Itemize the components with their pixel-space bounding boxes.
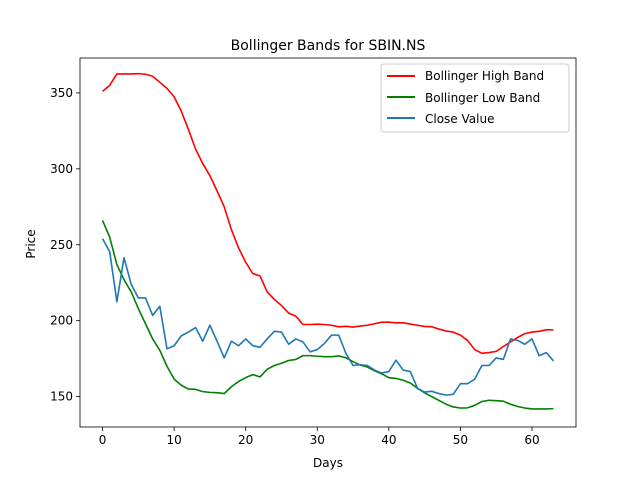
- legend-box: [380, 63, 570, 133]
- x-axis-label: Days: [313, 456, 343, 470]
- legend: Bollinger High Band Bollinger Low Band C…: [380, 63, 570, 133]
- y-tick-label: 150: [50, 390, 73, 404]
- y-tick-label: 300: [50, 162, 73, 176]
- y-tick-label: 350: [50, 86, 73, 100]
- x-tick-label: 0: [99, 433, 107, 447]
- x-tick-label: 40: [381, 433, 396, 447]
- x-tick-label: 20: [238, 433, 253, 447]
- legend-label-low-band: Bollinger Low Band: [425, 91, 540, 105]
- x-axis-ticks: 0 10 20 30 40 50 60: [99, 427, 540, 447]
- y-axis-label: Price: [24, 229, 38, 258]
- y-axis-ticks: 150 200 250 300 350: [50, 86, 80, 404]
- chart-title: Bollinger Bands for SBIN.NS: [231, 38, 426, 54]
- y-tick-label: 200: [50, 314, 73, 328]
- x-tick-label: 50: [453, 433, 468, 447]
- series-line-close-value: [101, 238, 555, 396]
- series-line-bollinger-high-band: [102, 72, 554, 355]
- legend-label-close-value: Close Value: [425, 112, 494, 126]
- plot-frame: [79, 57, 577, 428]
- y-tick-label: 250: [50, 238, 73, 252]
- plot-lines: [101, 72, 555, 410]
- x-tick-label: 10: [166, 433, 181, 447]
- series-line-bollinger-low-band: [101, 220, 554, 410]
- legend-label-high-band: Bollinger High Band: [425, 69, 544, 83]
- x-tick-label: 30: [310, 433, 325, 447]
- x-tick-label: 60: [524, 433, 539, 447]
